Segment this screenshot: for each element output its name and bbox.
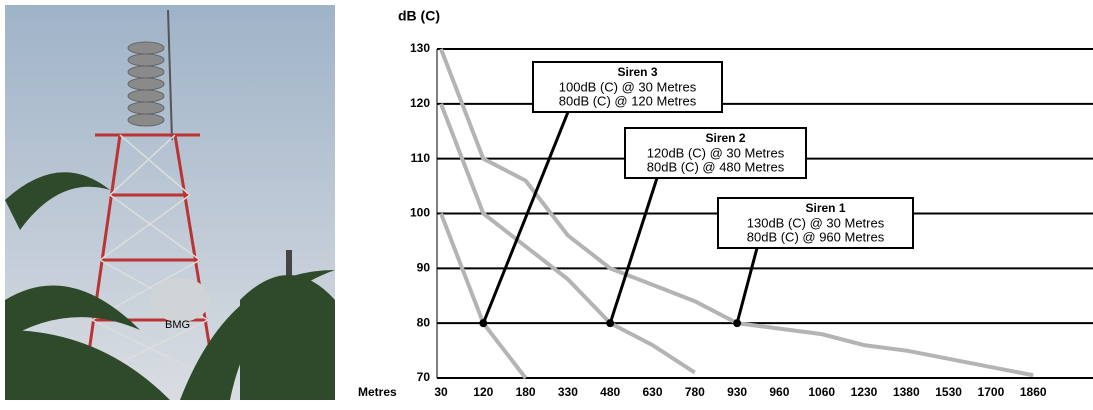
y-axis-title: dB (C): [398, 8, 440, 24]
legend-entry: Siren 1: [805, 201, 845, 215]
photo: BMG: [5, 5, 335, 400]
point: [479, 319, 487, 327]
y-tick-label: 130: [410, 41, 430, 55]
x-axis-title: Metres: [358, 385, 397, 399]
x-tick-label: 1860: [1020, 385, 1047, 399]
annotation-text: 130dB (C) @ 30 Metres: [747, 215, 885, 230]
x-tick-label: 330: [558, 385, 578, 399]
point: [606, 319, 614, 327]
x-tick-label: 1060: [808, 385, 835, 399]
y-tick-label: 80: [417, 315, 431, 329]
x-tick-label: 180: [516, 385, 536, 399]
annotation-connector: [610, 178, 657, 323]
x-tick-label: 1700: [978, 385, 1005, 399]
annotation-text: 80dB (C) @ 960 Metres: [747, 229, 885, 244]
x-tick-label: 630: [642, 385, 662, 399]
point: [733, 319, 741, 327]
x-tick-label: 930: [727, 385, 747, 399]
annotation-text: 80dB (C) @ 120 Metres: [559, 93, 697, 108]
y-tick-label: 100: [410, 206, 430, 220]
x-tick-label: 960: [769, 385, 789, 399]
y-tick-label: 110: [411, 151, 431, 165]
y-tick-label: 90: [417, 261, 431, 275]
x-tick-label: 120: [473, 385, 493, 399]
annotation-text: 100dB (C) @ 30 Metres: [559, 79, 697, 94]
x-tick-label: 30: [434, 385, 448, 399]
annotation-text: 80dB (C) @ 480 Metres: [647, 159, 785, 174]
legend-entry: Siren 2: [705, 131, 745, 145]
photo-sign: BMG: [165, 319, 190, 331]
annotation-connector: [737, 248, 757, 323]
x-tick-label: 780: [685, 385, 705, 399]
page: BMG dB (C) Metres 70 80 90 100 110 120 130 30 12…: [0, 0, 1093, 405]
x-tick-label: 480: [600, 385, 620, 399]
legend-entry: Siren 3: [617, 65, 657, 79]
y-tick-label: 70: [417, 370, 431, 384]
y-tick-label: 120: [410, 96, 430, 110]
x-tick-label: 1230: [851, 385, 878, 399]
annotation-text: 120dB (C) @ 30 Metres: [647, 145, 785, 160]
x-tick-label: 1380: [893, 385, 920, 399]
x-tick-label: 1530: [935, 385, 962, 399]
